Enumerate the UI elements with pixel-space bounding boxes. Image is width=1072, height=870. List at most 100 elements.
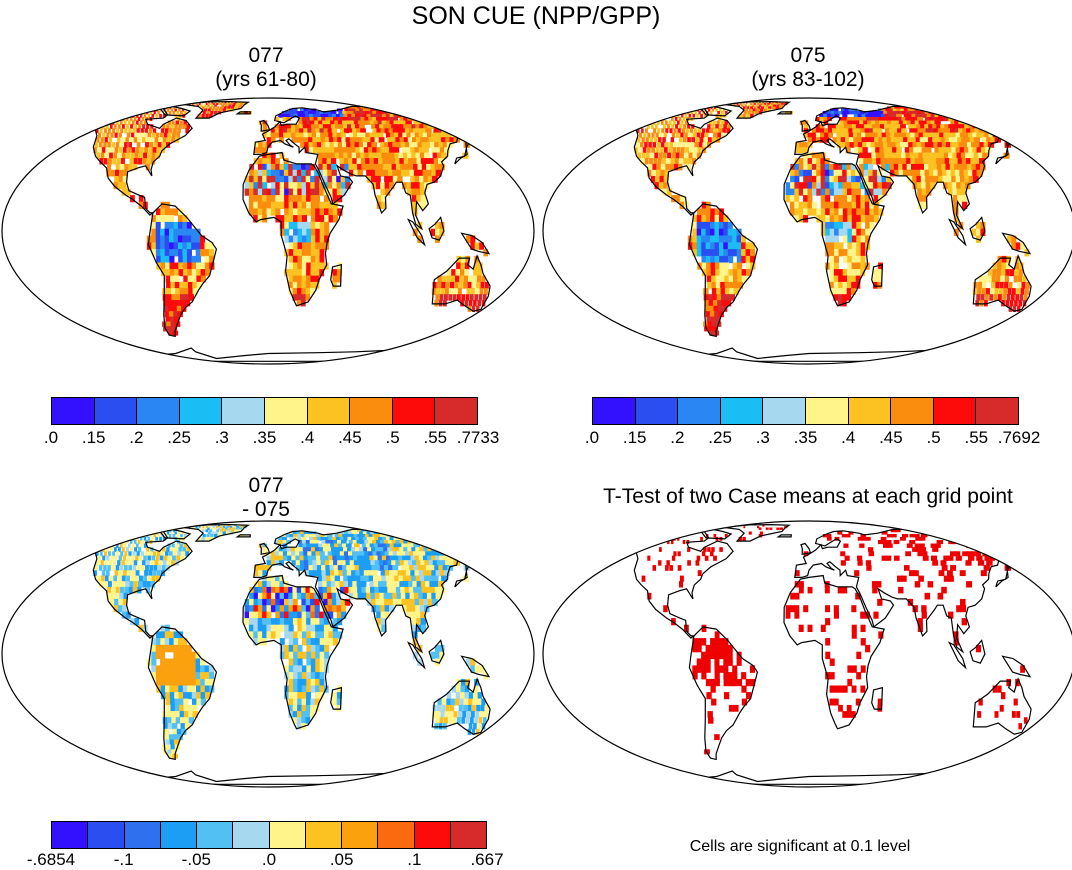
panel-075-title: 075 (yrs 83-102) — [688, 44, 928, 92]
coastline-antarctica — [581, 771, 1021, 784]
colorbar-tick-label: -.1 — [114, 850, 134, 870]
coastline-newzealand — [1040, 304, 1061, 325]
colorbar-tick-label: .4 — [841, 428, 855, 448]
colorbar-swatch — [849, 398, 892, 424]
panel-075-title-line1: 075 — [688, 44, 928, 68]
colorbar-swatch — [52, 822, 88, 848]
map-cells — [52, 102, 518, 336]
colorbar-swatch — [721, 398, 764, 424]
coastline-antarctica — [40, 348, 480, 361]
colorbar-tick-label: .2 — [670, 428, 684, 448]
figure-title: SON CUE (NPP/GPP) — [0, 2, 1072, 31]
colorbar-swatch — [233, 822, 269, 848]
colorbar-swatch — [306, 822, 342, 848]
colorbar-tick-label: .45 — [338, 428, 362, 448]
colorbar-swatch — [891, 398, 934, 424]
colorbar-075 — [592, 397, 1019, 425]
coastline-sumatra — [949, 643, 965, 668]
colorbar-swatch — [222, 398, 265, 424]
coastline-japan — [455, 564, 470, 587]
colorbar-tick-label: .2 — [129, 428, 143, 448]
colorbar-swatch — [95, 398, 138, 424]
coastline-newzealand — [499, 727, 520, 748]
colorbar-tick-label: -.05 — [182, 850, 211, 870]
coastline-japan — [996, 141, 1011, 164]
colorbar-tick-label: .55 — [423, 428, 447, 448]
map-cells — [52, 525, 518, 759]
panel-077-title: 077 (yrs 61-80) — [146, 44, 386, 92]
colorbar-tick-label: .35 — [794, 428, 818, 448]
colorbar-tick-label: .25 — [708, 428, 732, 448]
colorbar-swatch — [180, 398, 223, 424]
colorbar-tick-label: .5 — [927, 428, 941, 448]
colorbar-tick-label: .7733 — [457, 428, 500, 448]
colorbar-tick-label: .4 — [300, 428, 314, 448]
coastline-japan — [455, 141, 470, 164]
panel-ttest-title: T-Test of two Case means at each grid po… — [548, 485, 1068, 509]
colorbar-swatch — [763, 398, 806, 424]
map-cells — [597, 525, 1051, 755]
colorbar-swatch — [393, 398, 436, 424]
colorbar-swatch — [636, 398, 679, 424]
coastline-antarctica — [40, 771, 480, 784]
coastline-iceland — [778, 535, 791, 537]
colorbar-tick-label: .0 — [44, 428, 58, 448]
coastline-northAmerica — [591, 529, 733, 638]
colorbar-tick-label: .3 — [756, 428, 770, 448]
colorbar-tick-label: .667 — [470, 850, 503, 870]
colorbar-swatch — [435, 398, 477, 424]
colorbar-swatch — [378, 822, 414, 848]
colorbar-tick-label: .0 — [585, 428, 599, 448]
colorbar-swatch — [308, 398, 351, 424]
colorbar-swatch — [415, 822, 451, 848]
colorbar-swatch — [265, 398, 308, 424]
colorbar-diff — [51, 821, 487, 849]
colorbar-tick-label: .15 — [82, 428, 106, 448]
coastline-newguinea — [1003, 656, 1030, 676]
colorbar-swatch — [976, 398, 1018, 424]
colorbar-swatch — [342, 822, 378, 848]
colorbar-tick-label: .55 — [964, 428, 988, 448]
colorbar-swatch — [350, 398, 393, 424]
panel-077-title-line2: (yrs 61-80) — [146, 68, 386, 92]
colorbar-swatch — [934, 398, 977, 424]
map-077 — [0, 96, 536, 370]
coastline-newzealand — [1040, 727, 1061, 748]
map-border — [543, 521, 1072, 787]
map-075 — [541, 96, 1072, 370]
colorbar-swatch — [593, 398, 636, 424]
colorbar-tick-label: -.6854 — [27, 850, 75, 870]
colorbar-swatch — [678, 398, 721, 424]
colorbar-tick-label: .3 — [215, 428, 229, 448]
colorbar-tick-label: .15 — [623, 428, 647, 448]
panel-077-title-line1: 077 — [146, 44, 386, 68]
map-cells — [593, 102, 1059, 336]
colorbar-swatch — [88, 822, 124, 848]
colorbar-tick-label: .35 — [253, 428, 277, 448]
coastline-newzealand — [499, 304, 520, 325]
panel-075-title-line2: (yrs 83-102) — [688, 68, 928, 92]
colorbar-swatch — [125, 822, 161, 848]
colorbar-tick-label: .25 — [167, 428, 191, 448]
significance-note: Cells are significant at 0.1 level — [600, 838, 1000, 856]
colorbar-tick-label: .45 — [879, 428, 903, 448]
colorbar-tick-label: .5 — [386, 428, 400, 448]
map-diff — [0, 519, 536, 793]
colorbar-swatch — [270, 822, 306, 848]
map-ttest — [541, 519, 1072, 793]
colorbar-swatch — [197, 822, 233, 848]
colorbar-tick-label: .0 — [262, 850, 276, 870]
colorbar-swatch — [52, 398, 95, 424]
colorbar-swatch — [806, 398, 849, 424]
colorbar-swatch — [161, 822, 197, 848]
coastline-antarctica — [581, 348, 1021, 361]
panel-diff-title: 077 - 075 — [146, 474, 386, 522]
colorbar-tick-label: .7692 — [998, 428, 1041, 448]
colorbar-077 — [51, 397, 478, 425]
colorbar-tick-label: .1 — [407, 850, 421, 870]
panel-diff-title-line1: 077 — [146, 474, 386, 498]
coastline-japan — [996, 564, 1011, 587]
colorbar-tick-label: .05 — [330, 850, 354, 870]
colorbar-swatch — [137, 398, 180, 424]
colorbar-swatch — [451, 822, 486, 848]
